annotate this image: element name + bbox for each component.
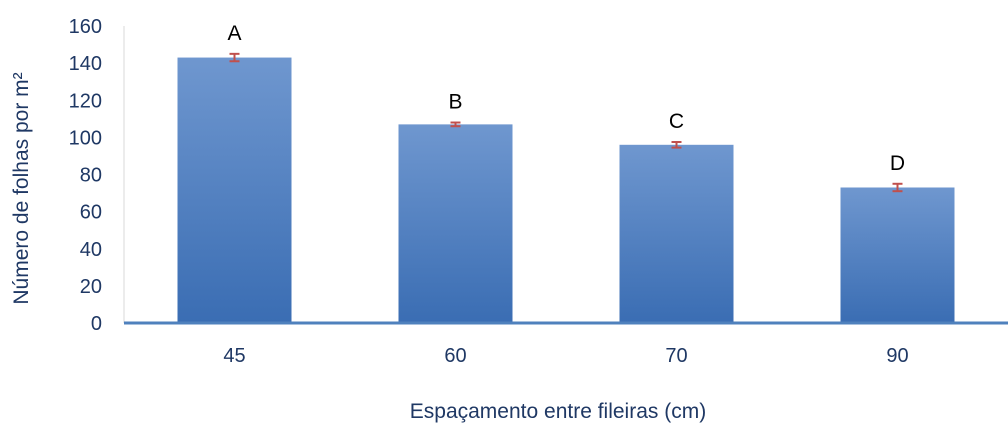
error-bar: [671, 141, 682, 149]
y-tick-label: 20: [80, 276, 102, 298]
bar: [840, 187, 955, 323]
significance-letter: B: [448, 91, 462, 114]
x-tick-label: 60: [444, 345, 466, 367]
x-axis-title: Espaçamento entre fileiras (cm): [410, 400, 706, 423]
x-tick-label: 45: [223, 345, 245, 367]
bars: [177, 57, 955, 324]
error-bar: [450, 121, 461, 128]
y-tick-label: 100: [69, 127, 102, 149]
error-bars: [229, 52, 903, 193]
x-axis-tick-labels: 45 60 70 90: [223, 345, 908, 367]
y-tick-label: 120: [69, 90, 102, 112]
y-tick-label: 0: [91, 313, 102, 335]
y-tick-label: 60: [80, 202, 102, 224]
error-bar: [892, 182, 903, 193]
x-tick-label: 90: [886, 345, 908, 367]
error-bar: [229, 52, 240, 63]
y-tick-label: 140: [69, 53, 102, 75]
bar: [177, 57, 292, 324]
y-tick-label: 80: [80, 165, 102, 187]
y-axis-title: Número de folhas por m²: [10, 72, 33, 304]
y-tick-label: 160: [69, 16, 102, 38]
significance-letter: C: [669, 110, 684, 133]
bar: [619, 144, 734, 323]
x-tick-label: 70: [665, 345, 687, 367]
significance-letter: D: [890, 152, 905, 175]
significance-letter: A: [227, 22, 241, 45]
y-tick-label: 40: [80, 239, 102, 261]
bar: [398, 124, 513, 323]
y-axis-tick-labels: 0 20 40 60 80 100 120 140 160: [69, 16, 102, 335]
significance-letters: A B C D: [227, 22, 905, 175]
